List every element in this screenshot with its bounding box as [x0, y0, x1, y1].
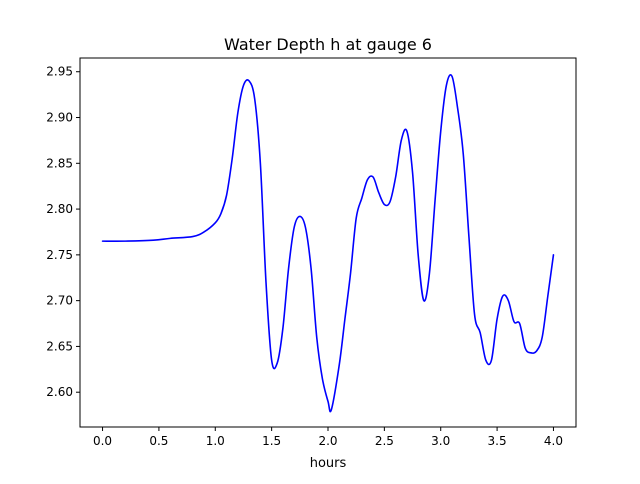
series-layer	[101, 74, 555, 413]
plot-area	[80, 58, 576, 427]
x-tick-label: 0.5	[149, 434, 168, 448]
y-tick-label: 2.80	[46, 202, 73, 216]
y-tick-label: 2.95	[46, 65, 73, 79]
x-tick-label: 4.0	[544, 434, 563, 448]
x-tick-label: 3.0	[431, 434, 450, 448]
x-tick-label: 3.5	[488, 434, 507, 448]
y-tick-label: 2.65	[46, 339, 73, 353]
x-axis-ticks: 0.0 0.5 1.0 1.5 2.0 2.5 3.0 3.5 4.0	[93, 427, 563, 448]
x-axis-label: hours	[310, 456, 347, 471]
x-tick-label: 2.0	[318, 434, 337, 448]
series-line	[101, 74, 555, 413]
y-tick-label: 2.85	[46, 156, 73, 170]
y-tick-label: 2.90	[46, 111, 73, 125]
plot-frame	[79, 57, 577, 428]
y-tick-label: 2.70	[46, 294, 73, 308]
x-tick-label: 2.5	[375, 434, 394, 448]
x-tick-label: 0.0	[93, 434, 112, 448]
x-tick-label: 1.5	[262, 434, 281, 448]
y-tick-label: 2.60	[46, 385, 73, 399]
chart-title: Water Depth h at gauge 6	[224, 35, 432, 54]
y-axis-ticks: 2.60 2.65 2.70 2.75 2.80 2.85 2.90 2.95	[46, 65, 80, 399]
x-tick-label: 1.0	[206, 434, 225, 448]
y-tick-label: 2.75	[46, 248, 73, 262]
